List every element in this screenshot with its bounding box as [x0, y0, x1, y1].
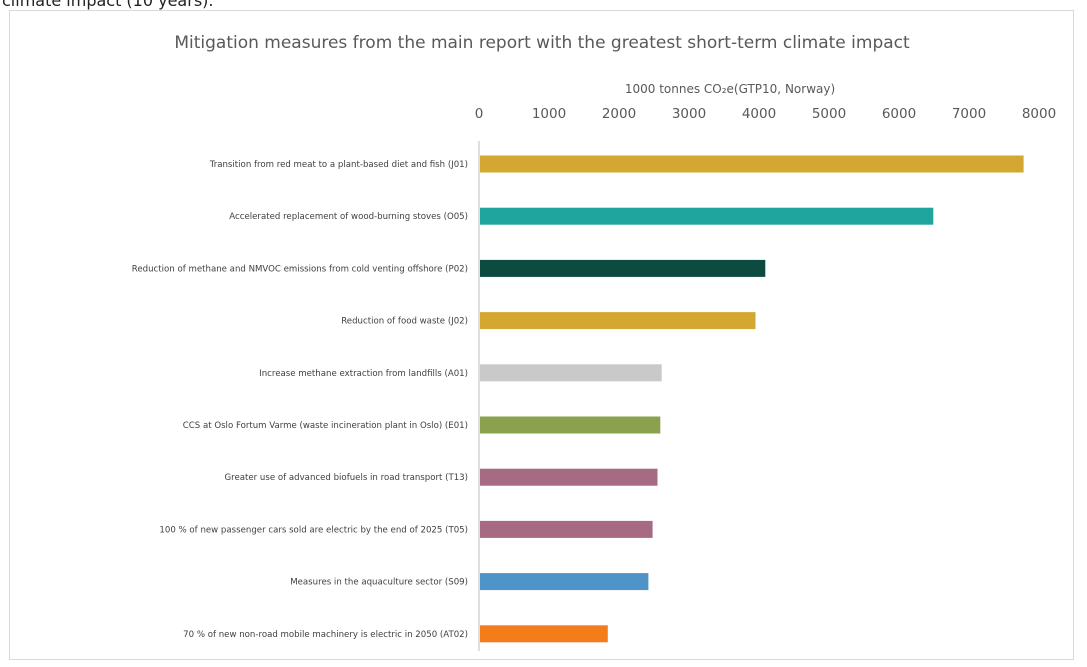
category-label: Accelerated replacement of wood-burning … [229, 212, 468, 222]
category-label: Reduction of methane and NMVOC emissions… [132, 264, 468, 274]
x-tick-label: 6000 [882, 106, 916, 122]
x-tick-label: 4000 [742, 106, 776, 122]
x-tick-label: 7000 [952, 106, 986, 122]
category-label: Greater use of advanced biofuels in road… [224, 473, 468, 483]
bar [480, 520, 653, 538]
bar [480, 416, 661, 434]
bar [480, 312, 756, 330]
chart-title: Mitigation measures from the main report… [174, 33, 910, 53]
chart-frame: Mitigation measures from the main report… [9, 10, 1074, 660]
bar [480, 573, 649, 591]
x-tick-label: 3000 [672, 106, 706, 122]
category-label: Reduction of food waste (J02) [341, 317, 468, 327]
bar-chart: Mitigation measures from the main report… [132, 33, 1056, 651]
category-labels: Transition from red meat to a plant-base… [132, 160, 468, 640]
bar [480, 468, 658, 486]
bar [480, 155, 1024, 173]
page-header-fragment: climate impact (10 years). [2, 0, 214, 10]
bar [480, 364, 662, 382]
x-axis-label: 1000 tonnes CO₂e(GTP10, Norway) [625, 82, 835, 96]
category-label: CCS at Oslo Fortum Varme (waste incinera… [183, 421, 468, 431]
category-label: Transition from red meat to a plant-base… [209, 160, 468, 170]
x-tick-label: 5000 [812, 106, 846, 122]
category-label: Increase methane extraction from landfil… [259, 369, 468, 379]
x-tick-label: 8000 [1022, 106, 1056, 122]
x-tick-label: 1000 [532, 106, 566, 122]
category-label: 100 % of new passenger cars sold are ele… [159, 525, 468, 535]
bars [480, 155, 1024, 643]
x-tick-label: 0 [475, 106, 484, 122]
x-tick-label: 2000 [602, 106, 636, 122]
bar [480, 259, 766, 277]
x-axis-ticks: 0 1000 2000 3000 4000 5000 6000 7000 8000 [475, 106, 1056, 122]
bar [480, 625, 608, 643]
category-label: Measures in the aquaculture sector (S09) [290, 578, 468, 588]
category-label: 70 % of new non-road mobile machinery is… [183, 630, 468, 640]
bar [480, 207, 934, 225]
